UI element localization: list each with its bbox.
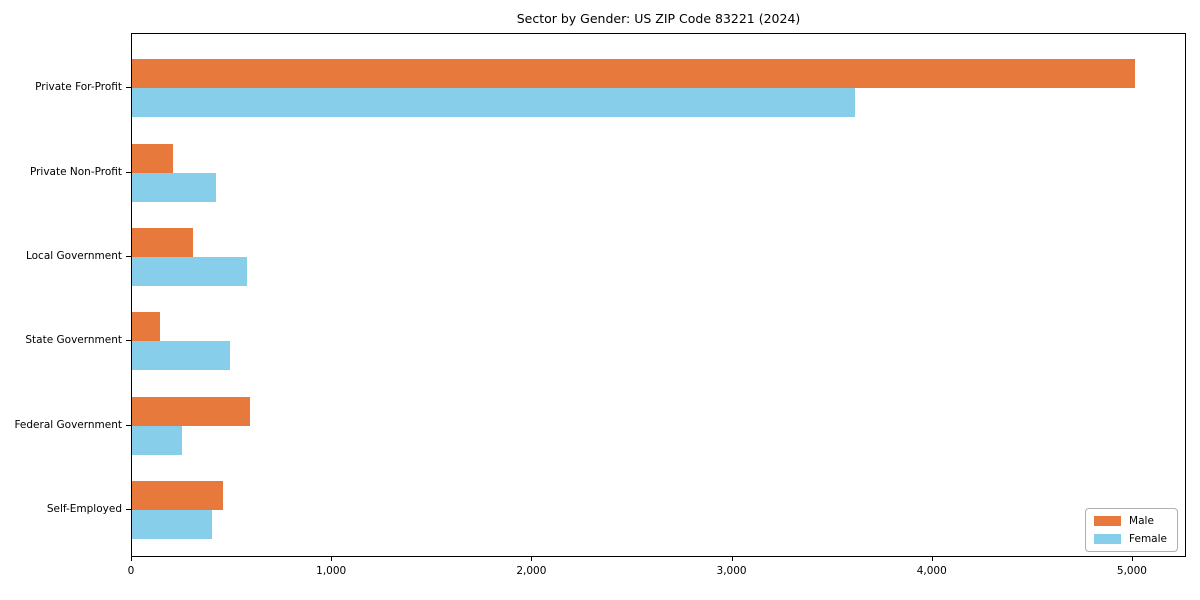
bar-female-state-government — [132, 341, 230, 371]
y-axis-label-local-government: Local Government — [25, 249, 122, 262]
bar-female-local-government — [132, 256, 247, 286]
y-axis-label-state-government: State Government — [25, 334, 122, 347]
bar-male-local-government — [132, 227, 193, 257]
y-axis-tick — [126, 171, 131, 173]
x-axis-tick — [131, 557, 132, 561]
x-axis-label-3-000: 3,000 — [716, 565, 747, 577]
x-axis-label-2-000: 2,000 — [516, 565, 547, 577]
y-axis-label-private-for-profit: Private For-Profit — [35, 81, 122, 94]
y-axis-tick — [126, 424, 131, 426]
bar-male-state-government — [132, 312, 160, 342]
y-axis-tick — [126, 87, 131, 89]
x-axis-tick — [731, 557, 733, 561]
legend-label-male: Male — [1129, 515, 1154, 527]
x-axis-label-5-000: 5,000 — [1116, 565, 1147, 577]
legend: Male Female — [1085, 508, 1178, 552]
x-axis-tick — [1131, 557, 1133, 561]
bar-male-self-employed — [132, 480, 223, 510]
bar-female-federal-government — [132, 425, 182, 455]
y-axis-label-federal-government: Federal Government — [14, 418, 122, 431]
bar-female-self-employed — [132, 509, 212, 539]
x-axis-label-0: 0 — [127, 565, 135, 577]
y-axis-label-private-non-profit: Private Non-Profit — [29, 165, 122, 178]
bar-female-private-non-profit — [132, 172, 216, 202]
bar-male-federal-government — [132, 396, 250, 426]
bar-male-private-non-profit — [132, 143, 173, 173]
bar-male-private-for-profit — [132, 59, 1135, 89]
x-axis-tick — [531, 557, 533, 561]
chart-title: Sector by Gender: US ZIP Code 83221 (202… — [516, 11, 801, 26]
x-axis-tick — [331, 557, 333, 561]
y-axis-tick — [126, 340, 131, 342]
legend-label-female: Female — [1129, 533, 1167, 545]
legend-item-male: Male — [1094, 515, 1167, 527]
x-axis-tick — [931, 557, 933, 561]
plot-area: Male Female — [131, 33, 1186, 557]
legend-swatch-female-icon — [1094, 534, 1122, 544]
legend-swatch-male-icon — [1094, 516, 1122, 526]
bar-female-private-for-profit — [132, 88, 855, 118]
y-axis-tick — [126, 508, 131, 510]
y-axis-label-self-employed: Self-Employed — [46, 502, 122, 515]
y-axis-tick — [126, 255, 131, 257]
legend-item-female: Female — [1094, 533, 1167, 545]
x-axis-label-1-000: 1,000 — [316, 565, 347, 577]
x-axis-label-4-000: 4,000 — [916, 565, 947, 577]
